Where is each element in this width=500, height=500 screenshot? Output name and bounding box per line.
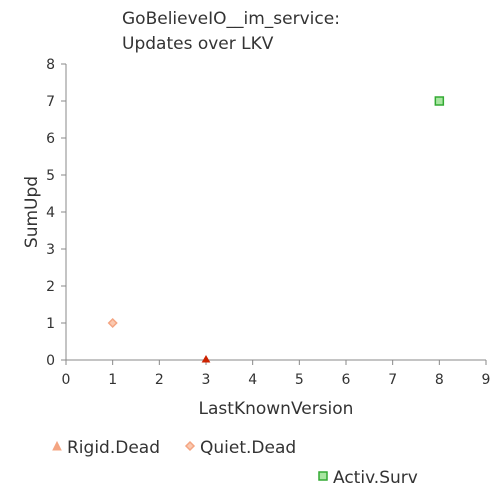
legend-label-quiet-dead: Quiet.Dead — [200, 438, 296, 458]
x-tick-label: 9 — [482, 372, 491, 388]
y-tick-label: 8 — [46, 57, 55, 73]
y-tick-label: 5 — [46, 168, 55, 184]
y-tick-label: 3 — [46, 242, 55, 258]
y-axis-label: SumUpd — [22, 176, 42, 248]
legend-label-rigid-dead: Rigid.Dead — [67, 438, 160, 458]
y-axis-ticks: 0 1 2 3 4 5 6 7 8 — [46, 57, 66, 369]
legend-item-rigid-dead: Rigid.Dead — [52, 438, 160, 458]
legend: Rigid.Dead Quiet.Dead Activ.Surv — [52, 438, 418, 488]
x-axis-label: LastKnownVersion — [199, 399, 354, 419]
legend-item-quiet-dead: Quiet.Dead — [184, 438, 296, 458]
x-tick-label: 8 — [435, 372, 444, 388]
x-tick-label: 5 — [295, 372, 304, 388]
point-quiet-dead — [107, 317, 118, 329]
legend-marker-rigid-dead — [52, 440, 62, 451]
legend-item-activ-surv: Activ.Surv — [318, 468, 418, 488]
x-tick-label: 6 — [342, 372, 351, 388]
x-tick-label: 4 — [248, 372, 257, 388]
x-tick-label: 7 — [388, 372, 397, 388]
y-tick-label: 0 — [46, 353, 55, 369]
axes — [65, 64, 486, 361]
y-tick-label: 4 — [46, 205, 55, 221]
y-tick-label: 6 — [46, 131, 55, 147]
x-tick-label: 1 — [108, 372, 117, 388]
point-rigid-dead — [201, 355, 211, 363]
x-tick-label: 0 — [62, 372, 71, 388]
data-points — [107, 96, 445, 363]
x-tick-label: 2 — [155, 372, 164, 388]
legend-marker-quiet-dead — [184, 440, 196, 452]
legend-marker-activ-surv — [318, 471, 328, 481]
chart-title-line-2: Updates over LKV — [122, 34, 274, 54]
y-tick-label: 7 — [46, 94, 55, 110]
x-axis-ticks: 0 1 2 3 4 5 6 7 8 9 — [62, 360, 491, 388]
y-tick-label: 1 — [46, 316, 55, 332]
chart-title-line-1: GoBelieveIO__im_service: — [122, 9, 340, 29]
x-tick-label: 3 — [202, 372, 211, 388]
y-tick-label: 2 — [46, 279, 55, 295]
legend-label-activ-surv: Activ.Surv — [333, 468, 418, 488]
point-activ-surv — [434, 96, 445, 106]
